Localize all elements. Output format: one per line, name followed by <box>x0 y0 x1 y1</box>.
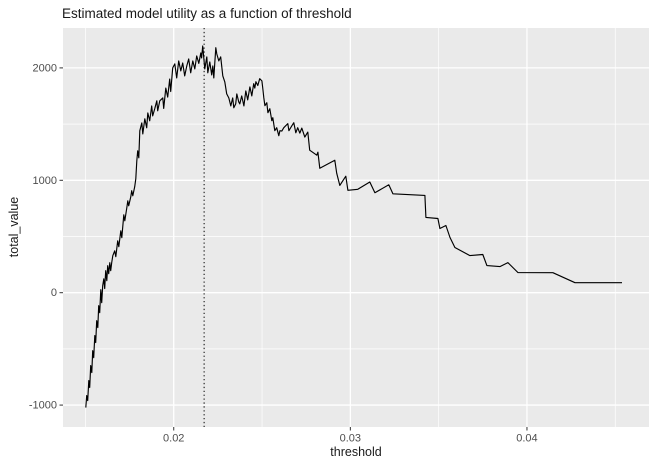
x-axis-title: threshold <box>330 445 382 459</box>
y-tick-label: 0 <box>51 287 57 299</box>
y-axis-title: total_value <box>7 196 21 258</box>
y-tick-label: 1000 <box>33 175 57 187</box>
x-tick-label: 0.03 <box>340 433 361 445</box>
y-tick-label: -1000 <box>29 400 57 412</box>
plot-title: Estimated model utility as a function of… <box>62 6 352 21</box>
plot-panel <box>63 28 649 427</box>
y-tick-label: 2000 <box>33 62 57 74</box>
x-tick-label: 0.04 <box>516 433 537 445</box>
utility-line <box>85 45 622 408</box>
x-tick-label: 0.02 <box>163 433 184 445</box>
